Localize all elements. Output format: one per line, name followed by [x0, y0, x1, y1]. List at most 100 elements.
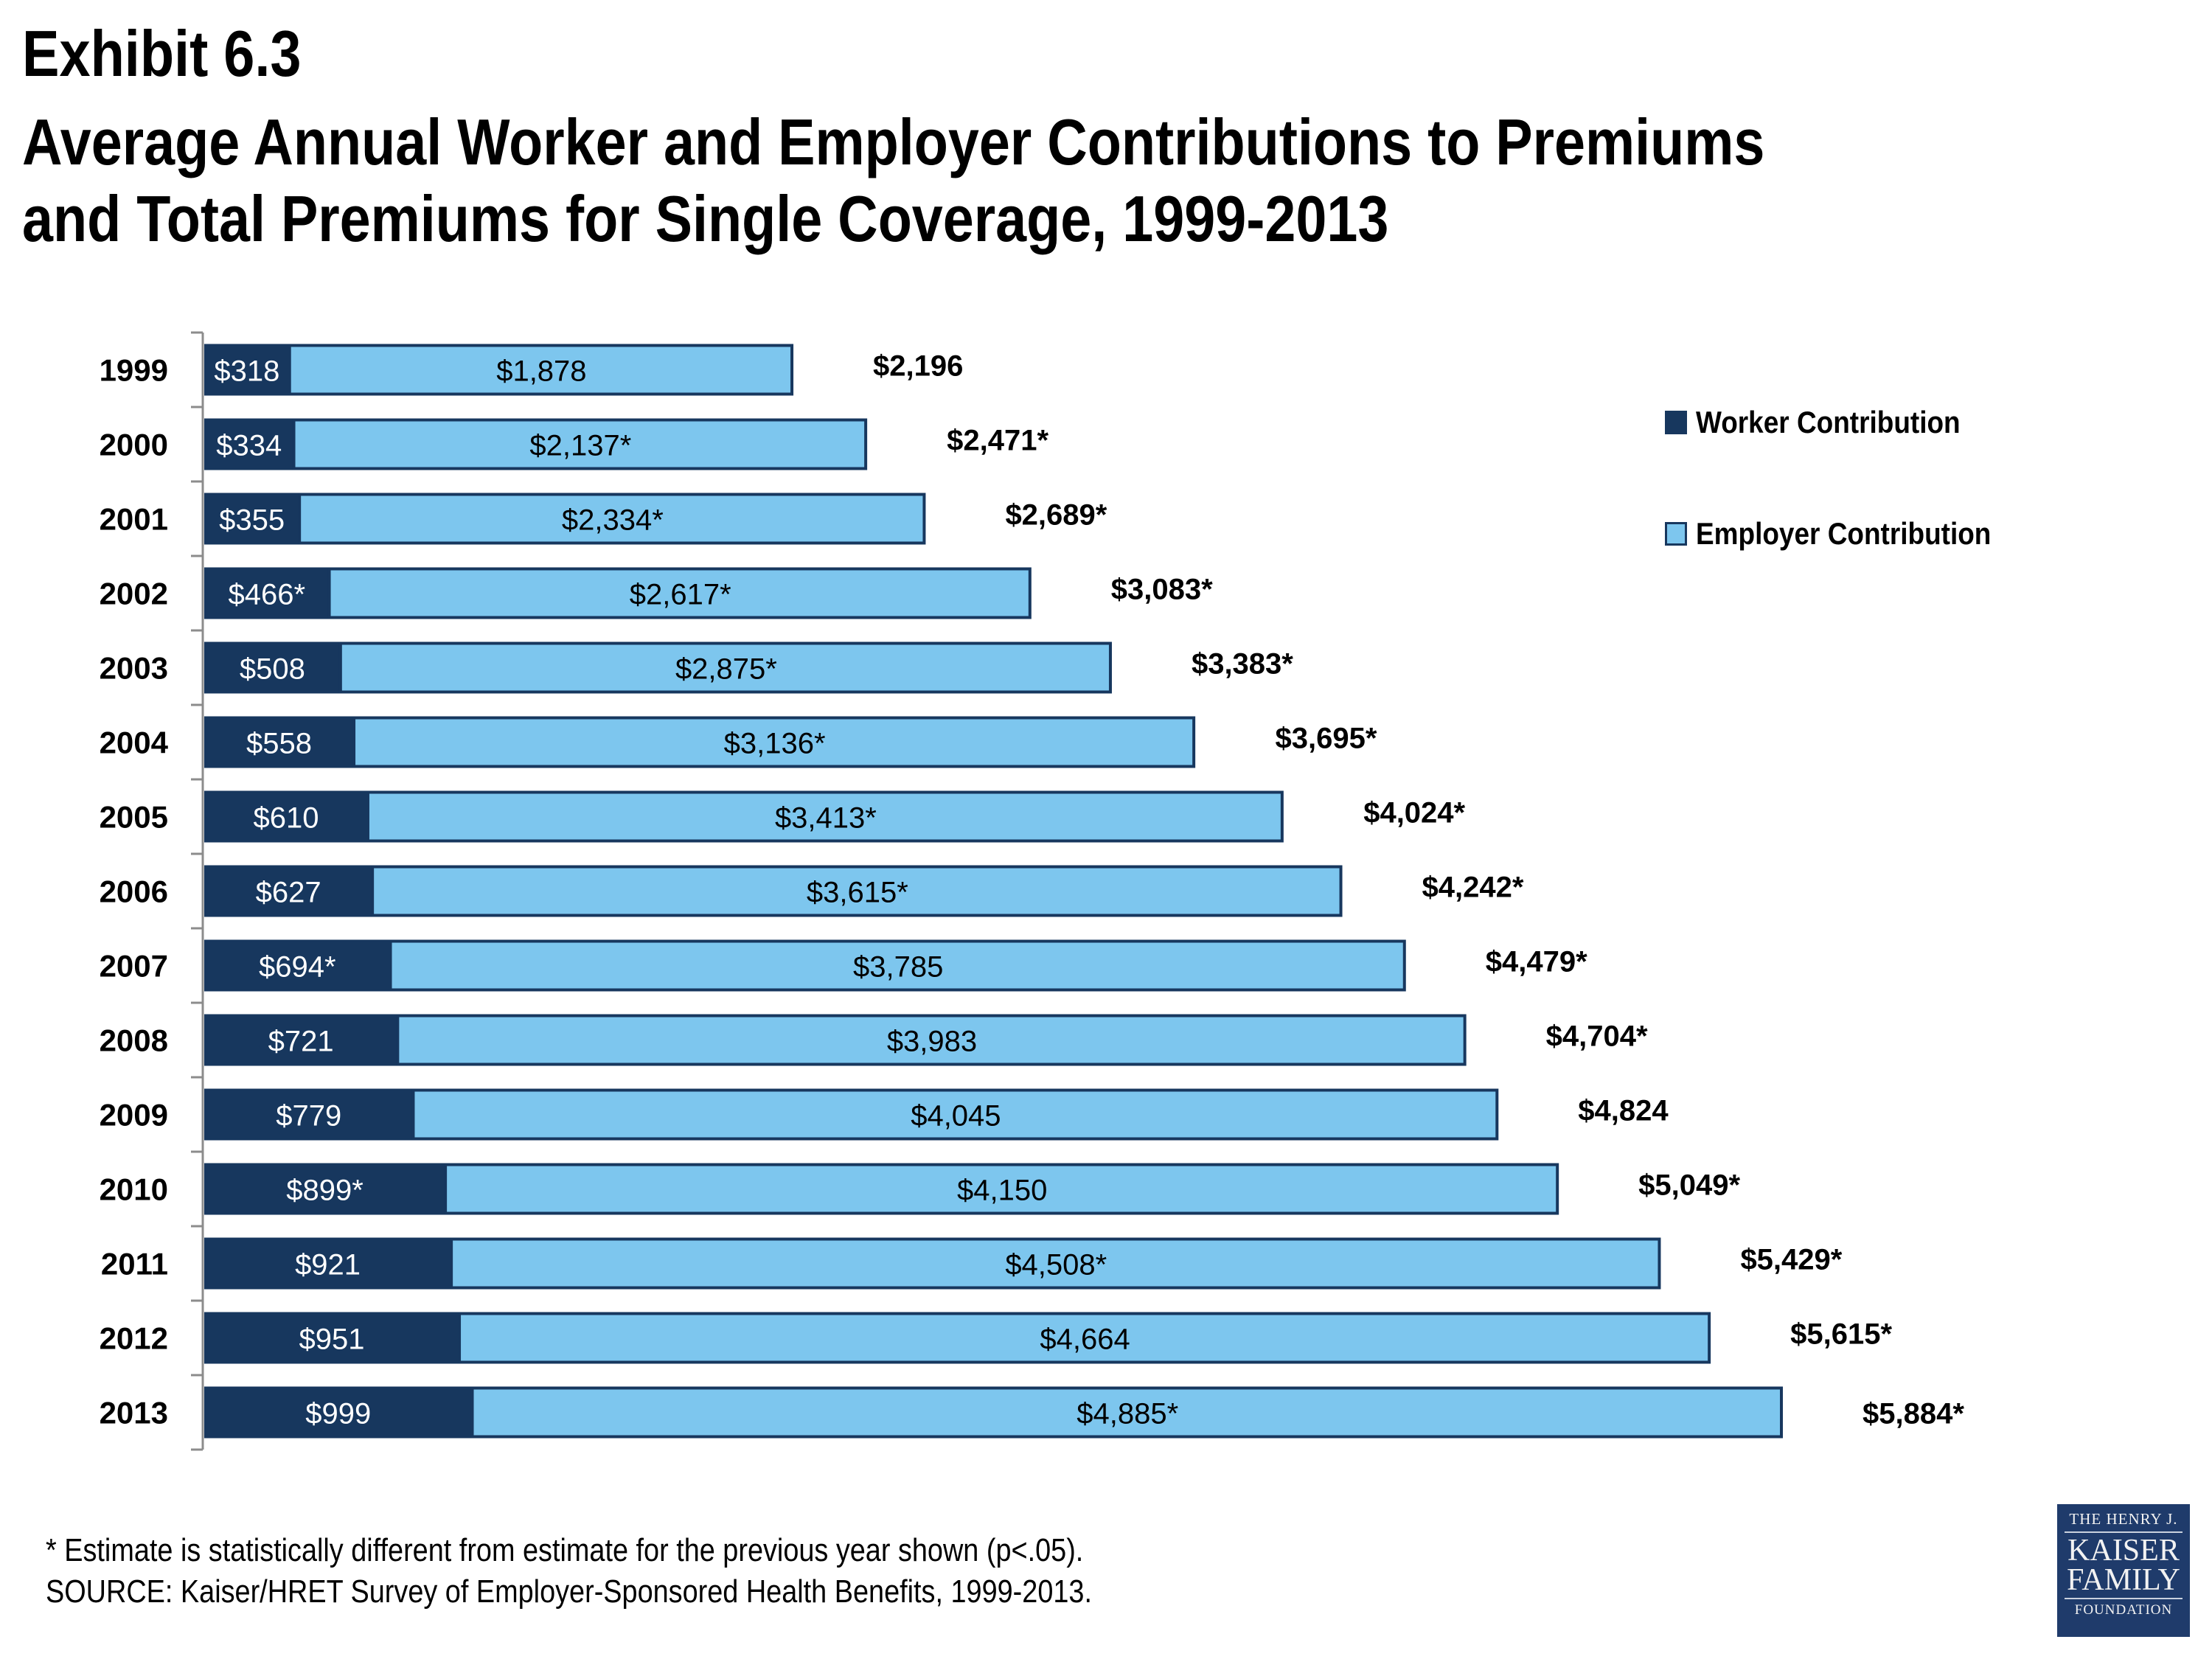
legend-item-employer: Employer Contribution: [1665, 516, 2031, 552]
total-premium-label: $4,479*: [1486, 946, 1587, 978]
worker-value-label: $694*: [259, 951, 336, 984]
legend-label-employer: Employer Contribution: [1696, 516, 1992, 551]
year-label: 2004: [100, 726, 169, 760]
worker-value-label: $558: [246, 728, 312, 760]
logo-line-1: THE HENRY J.: [2069, 1510, 2178, 1528]
total-premium-label: $4,242*: [1422, 872, 1524, 904]
employer-value-label: $3,615*: [807, 877, 908, 909]
bar-employer-2000: [292, 418, 868, 470]
year-label: 2009: [100, 1098, 168, 1133]
year-label: 2005: [100, 800, 168, 835]
logo-line-3: FAMILY: [2067, 1563, 2180, 1597]
total-premium-label: $2,689*: [1005, 499, 1107, 532]
worker-value-label: $921: [295, 1249, 361, 1281]
bar-employer-2008: [396, 1014, 1467, 1066]
employer-value-label: $3,983: [887, 1026, 977, 1058]
year-label: 2003: [100, 651, 168, 686]
year-label: 2001: [100, 502, 168, 537]
logo-line-2: KAISER: [2067, 1534, 2180, 1568]
bar-employer-2006: [371, 865, 1343, 917]
total-premium-label: $4,024*: [1363, 797, 1465, 830]
bar-worker-2013: [204, 1386, 473, 1439]
bar-worker-1999: [204, 344, 290, 396]
bar-worker-2008: [204, 1014, 398, 1066]
year-label: 1999: [100, 353, 168, 388]
legend-swatch-worker: [1665, 411, 1687, 434]
total-premium-label: $5,429*: [1740, 1244, 1842, 1276]
legend-label-worker: Worker Contribution: [1696, 405, 1961, 439]
employer-value-label: $2,137*: [529, 430, 631, 462]
total-premium-label: $2,196: [873, 350, 963, 383]
footnote-source: SOURCE: Kaiser/HRET Survey of Employer-S…: [46, 1573, 1092, 1610]
worker-value-label: $999: [305, 1398, 371, 1430]
chart-title-line-1: Average Annual Worker and Employer Contr…: [22, 105, 1765, 178]
year-label: 2006: [100, 874, 168, 909]
employer-value-label: $2,334*: [562, 504, 664, 537]
labels: 1999 $318 $1,878 $2,196 2000 $334 $2,137* $2,47…: [100, 350, 1965, 1430]
total-premium-label: $4,704*: [1546, 1020, 1648, 1053]
worker-value-label: $466*: [229, 579, 306, 611]
bar-worker-2007: [204, 939, 391, 992]
bar-employer-2003: [338, 641, 1112, 694]
chart-title-line-2: and Total Premiums for Single Coverage, …: [22, 182, 1389, 255]
logo-line-4: FOUNDATION: [2074, 1602, 2173, 1618]
employer-value-label: $4,664: [1040, 1324, 1130, 1356]
bar-worker-2004: [204, 716, 355, 768]
logo-rule: [2065, 1598, 2183, 1599]
y-axis: [191, 331, 204, 1451]
logo-rule: [2065, 1531, 2183, 1533]
bar-employer-1999: [288, 344, 794, 396]
employer-value-label: $1,878: [496, 355, 586, 388]
bar-worker-2006: [204, 865, 373, 917]
employer-value-label: $2,617*: [630, 579, 731, 611]
total-premium-label: $3,383*: [1192, 648, 1293, 681]
total-premium-label: $4,824: [1578, 1095, 1669, 1127]
year-label: 2002: [100, 577, 168, 611]
employer-value-label: $2,875*: [675, 653, 777, 686]
employer-value-label: $3,136*: [724, 728, 826, 760]
total-premium-label: $2,471*: [947, 425, 1048, 457]
total-premium-label: $5,615*: [1790, 1318, 1892, 1351]
year-label: 2011: [101, 1247, 168, 1281]
bar-worker-2001: [204, 493, 300, 545]
bar-worker-2009: [204, 1088, 414, 1141]
bar-worker-2010: [204, 1163, 446, 1215]
bar-worker-2005: [204, 790, 368, 843]
year-label: 2012: [100, 1321, 168, 1356]
total-premium-label: $5,049*: [1638, 1169, 1740, 1202]
bar-employer-2009: [411, 1088, 1499, 1141]
year-label: 2013: [100, 1396, 168, 1430]
worker-value-label: $779: [276, 1100, 341, 1133]
bar-employer-2011: [450, 1237, 1661, 1290]
year-label: 2000: [100, 428, 168, 462]
total-premium-label: $3,695*: [1275, 723, 1377, 755]
bar-employer-2004: [352, 716, 1196, 768]
bars: [204, 344, 1783, 1439]
bar-employer-2012: [458, 1312, 1711, 1364]
total-premium-label: $3,083*: [1111, 574, 1213, 606]
bar-worker-2011: [204, 1237, 452, 1290]
worker-value-label: $508: [240, 653, 305, 686]
employer-value-label: $3,785: [853, 951, 943, 984]
worker-value-label: $318: [214, 355, 279, 388]
year-label: 2008: [100, 1023, 168, 1058]
bar-worker-2003: [204, 641, 341, 694]
kff-logo: THE HENRY J. KAISER FAMILY FOUNDATION: [2057, 1504, 2190, 1637]
worker-value-label: $721: [268, 1026, 334, 1058]
year-label: 2007: [100, 949, 168, 984]
bar-employer-2013: [470, 1386, 1783, 1439]
legend-swatch-employer: [1665, 522, 1687, 546]
worker-value-label: $951: [299, 1324, 365, 1356]
bar-employer-2007: [389, 939, 1406, 992]
footnote-significance: * Estimate is statistically different fr…: [46, 1532, 1084, 1568]
worker-value-label: $899*: [286, 1175, 364, 1207]
worker-value-label: $610: [253, 802, 319, 835]
bar-employer-2005: [366, 790, 1284, 843]
worker-value-label: $355: [219, 504, 285, 537]
bar-employer-2010: [444, 1163, 1559, 1215]
employer-value-label: $3,413*: [775, 802, 877, 835]
worker-value-label: $334: [216, 430, 282, 462]
employer-value-label: $4,150: [957, 1175, 1047, 1207]
bar-worker-2012: [204, 1312, 460, 1364]
